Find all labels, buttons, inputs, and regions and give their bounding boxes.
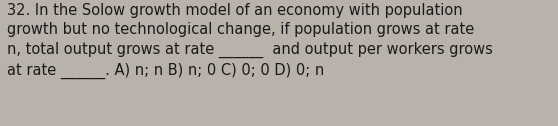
Text: 32. In the Solow growth model of an economy with population
growth but no techno: 32. In the Solow growth model of an econ… — [7, 3, 493, 79]
